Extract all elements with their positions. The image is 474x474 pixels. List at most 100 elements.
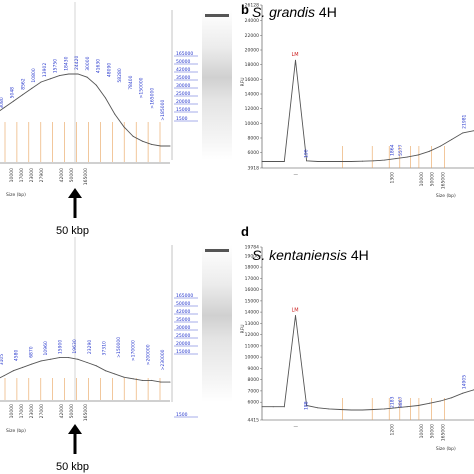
peak-label-c-4: 15900	[58, 340, 64, 354]
data-point-c-18	[160, 381, 162, 383]
data-point-c-14	[123, 376, 125, 378]
y-tick-b-7: 18000	[245, 62, 259, 68]
data-point-b-0	[261, 161, 263, 162]
y-tick-d-4: 9000	[248, 366, 260, 372]
peak-label-b-2: 1864	[389, 144, 395, 156]
data-point-a-8	[68, 73, 70, 75]
data-point-b-14	[417, 154, 419, 156]
data-point-d-17	[451, 397, 453, 399]
arrow-top	[68, 188, 82, 218]
lm-tick-d: —	[294, 425, 299, 430]
gel-band-c	[205, 249, 229, 252]
data-point-a-1	[3, 107, 5, 109]
data-point-c-6	[49, 358, 51, 360]
data-point-d-18	[462, 392, 464, 394]
panel-d-suffix: 4H	[347, 247, 369, 263]
x-tick-a-3: 27900	[39, 168, 45, 182]
y-tick-b-1: 6000	[248, 150, 260, 156]
series-line-d	[262, 315, 474, 411]
peak-label-a-13: >150000	[139, 77, 145, 98]
data-point-b-8	[350, 161, 352, 162]
x-tick-b-2: 50000	[430, 172, 436, 186]
data-point-d-0	[261, 406, 263, 408]
data-point-c-5	[40, 360, 42, 362]
data-point-d-11	[384, 408, 386, 410]
data-point-c-12	[105, 370, 106, 372]
peak-label-c-10: >200000	[145, 344, 151, 365]
peak-label-c-11: >230000	[160, 349, 166, 370]
y-tick-d-13: 18000	[245, 265, 259, 271]
ladder-label-a-8: 1500	[176, 116, 188, 122]
data-point-c-11	[95, 365, 97, 367]
data-point-d-13	[406, 406, 408, 408]
y-tick-b-9: 22000	[245, 33, 259, 39]
x-tick-c-6: 165000	[83, 404, 89, 421]
data-point-b-12	[395, 158, 397, 160]
data-point-d-7	[339, 409, 341, 410]
x-tick-a-6: 165000	[83, 168, 89, 185]
peak-label-a-2: 8562	[21, 78, 27, 90]
peak-label-c-9: >170000	[131, 340, 137, 361]
x-tick-a-2: 23000	[29, 168, 35, 182]
data-point-d-4	[306, 405, 308, 406]
data-point-a-6	[49, 78, 51, 80]
y-tick-b-4: 12000	[245, 106, 259, 112]
data-point-a-19	[169, 145, 171, 147]
data-point-c-17	[151, 379, 153, 381]
data-point-d-3	[295, 315, 296, 316]
ladder-label-c-3: 35000	[176, 317, 190, 323]
data-point-d-5	[317, 407, 319, 409]
x-tick-c-4: 42000	[59, 404, 65, 418]
x-tick-c-3: 27000	[39, 404, 45, 418]
data-point-a-13	[114, 113, 116, 115]
data-point-d-15	[428, 402, 430, 404]
peak-label-d-1: 188	[304, 401, 310, 410]
x-tick-d-2: 50000	[430, 424, 436, 438]
peak-label-a-3: 10800	[31, 68, 37, 82]
data-point-c-8	[68, 357, 70, 359]
data-point-a-15	[132, 135, 134, 137]
arrow-label-bottom: 50 kbp	[56, 461, 89, 473]
data-point-a-16	[141, 140, 143, 142]
series-line-a	[0, 73, 170, 147]
panel-d-species: S. kentaniensis	[252, 247, 347, 263]
panel-b-suffix: 4H	[315, 4, 337, 20]
data-point-c-16	[141, 379, 143, 381]
x-tick-b-1: 10000	[419, 172, 425, 186]
data-point-c-4	[31, 363, 33, 365]
data-point-a-9	[77, 73, 79, 75]
peak-label-c-2: 6870	[28, 346, 34, 358]
y-tick-b-11: 26128	[245, 3, 259, 9]
data-point-a-18	[160, 145, 162, 147]
panel-b-species: S. grandis	[252, 4, 315, 20]
data-point-d-10	[373, 409, 375, 410]
ladder-label-c-5: 25000	[176, 333, 190, 339]
y-tick-b-2: 8000	[248, 136, 260, 142]
lm-tick-b: —	[294, 173, 299, 178]
peak-label-a-11: 58280	[117, 68, 123, 82]
data-point-d-16	[440, 400, 441, 402]
x-tick-b-0: 1300	[389, 172, 395, 184]
data-point-d-2	[283, 406, 285, 408]
data-point-a-11	[95, 84, 97, 86]
peak-label-b-3: 5577	[398, 144, 404, 156]
data-point-c-3	[22, 366, 24, 368]
peak-label-a-4: 13902	[42, 63, 48, 77]
x-tick-d-1: 10000	[419, 424, 425, 438]
y-axis-label-d: RFU	[240, 324, 246, 333]
ladder-label-a-5: 25000	[176, 91, 190, 97]
y-tick-d-6: 11000	[245, 343, 259, 349]
x-tick-c-2: 23000	[29, 404, 35, 418]
y-tick-d-8: 13000	[245, 321, 259, 327]
y-tick-b-5: 14000	[245, 92, 259, 98]
x-tick-c-0: 10000	[9, 404, 15, 418]
y-tick-d-1: 6000	[248, 400, 260, 406]
x-tick-c-5: 50000	[69, 404, 75, 418]
panel-b-letter: b	[241, 2, 249, 17]
data-point-c-2	[12, 370, 14, 372]
data-point-a-17	[151, 143, 153, 145]
data-point-b-13	[406, 156, 408, 158]
data-point-b-9	[361, 160, 363, 162]
peak-label-a-5: 15750	[53, 59, 59, 73]
